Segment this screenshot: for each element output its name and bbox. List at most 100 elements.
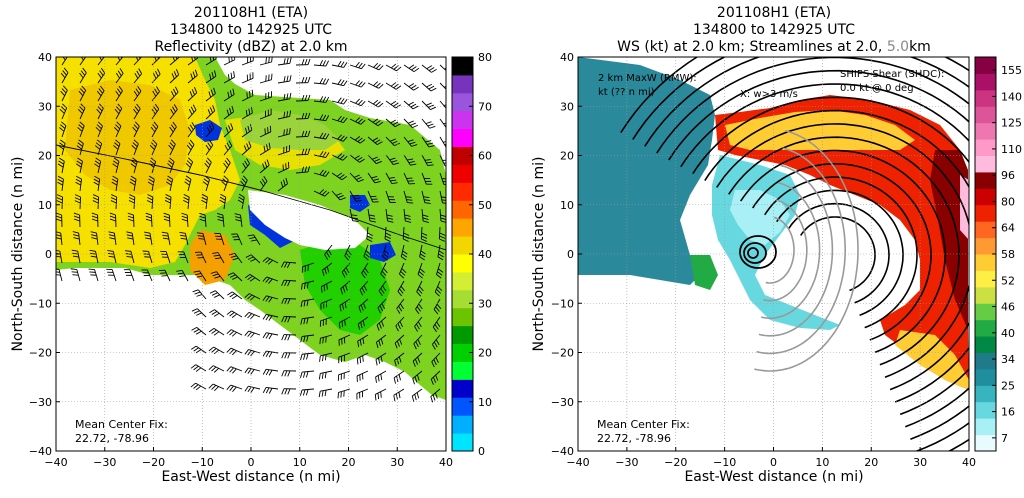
streamline-upper: [761, 182, 821, 319]
left-colorbar-segment: [452, 415, 473, 434]
wind-barb: [385, 172, 398, 184]
wind-barb: [247, 234, 261, 246]
wind-barb: [277, 145, 291, 156]
wind-barb: [133, 103, 141, 120]
wind-barb: [164, 194, 172, 210]
right-colorbar-tick-label: 16: [1001, 406, 1015, 419]
wind-barb: [385, 63, 402, 72]
streamline-upper: [763, 199, 808, 302]
wind-barb: [403, 118, 419, 129]
wind-barb: [439, 190, 446, 204]
wind-barb: [90, 231, 99, 246]
streamline: [728, 136, 960, 366]
right-maxw-label: 2 km MaxW (RMW):: [598, 73, 697, 84]
right-windspeed-field: [578, 57, 969, 451]
wind-barb: [324, 244, 333, 260]
right-colorbar-segment: [975, 352, 996, 370]
left-colorbar-segment: [452, 200, 473, 219]
wind-barb: [432, 316, 441, 333]
right-x-tick-label: 10: [815, 456, 829, 469]
wind-barb: [73, 212, 81, 228]
wind-barb: [190, 382, 207, 391]
wind-barb: [412, 352, 423, 367]
right-y-tick-label: 40: [560, 51, 574, 64]
left-title-line-1: 201108H1 (ETA): [194, 5, 308, 21]
wind-barb: [374, 388, 387, 401]
right-y-tick-label: 0: [567, 248, 574, 261]
wind-barb: [318, 370, 333, 380]
wind-barb: [313, 132, 330, 140]
wind-barb: [169, 69, 180, 84]
wind-barb: [398, 262, 407, 279]
wind-barb: [281, 261, 297, 269]
right-x-axis-label: East-West distance (n mi): [684, 469, 863, 485]
wind-barb: [313, 169, 330, 177]
wind-barb: [75, 157, 83, 174]
streamline: [680, 83, 969, 416]
left-title-line-2: 134800 to 142925 UTC: [170, 22, 332, 38]
right-y-tick-label: −20: [551, 347, 574, 360]
left-center-fix-value: 22.72, -78.96: [75, 432, 149, 445]
streamline: [740, 149, 946, 354]
wind-barb: [208, 328, 225, 336]
wind-barb: [367, 118, 384, 127]
wind-barb: [219, 193, 227, 210]
wind-barb: [281, 352, 297, 359]
right-colorbar-segment: [975, 106, 996, 124]
wind-barb: [375, 334, 387, 349]
left-colorbar-segment: [452, 146, 473, 165]
wind-barb: [367, 190, 379, 203]
wind-barb: [295, 130, 311, 138]
right-vortex: [739, 235, 777, 269]
right-colorbar-tick-label: 40: [1001, 327, 1015, 340]
right-y-axis-label: North-South distance (n mi): [531, 157, 547, 352]
wind-barb: [129, 175, 137, 192]
wind-barb: [281, 370, 297, 377]
wind-barb: [331, 153, 348, 161]
left-x-tick-label: 30: [390, 456, 404, 469]
wind-barb: [169, 57, 180, 66]
right-x-tick-label: 0: [770, 456, 777, 469]
right-plot: −40 −30 −20 −10 0 10 20 30 40 −40 −30 −20 −10 0 10 20 30…: [531, 51, 976, 485]
left-colorbar-segment: [452, 110, 473, 130]
wind-barb: [417, 262, 425, 279]
streamline: [668, 69, 969, 428]
wind-barb: [382, 244, 390, 261]
wind-barb: [205, 122, 215, 138]
streamline-upper: [758, 164, 834, 337]
wind-barb: [358, 298, 369, 313]
wind-barb: [281, 334, 297, 341]
right-colorbar-segment: [975, 286, 996, 304]
wind-barb: [403, 208, 412, 223]
wind-barb: [313, 78, 330, 85]
wind-barb: [59, 121, 67, 138]
streamline: [764, 176, 918, 329]
wind-barb: [169, 86, 179, 102]
wind-barb: [338, 316, 351, 329]
wind-barb: [190, 345, 207, 354]
wind-barb: [205, 87, 216, 102]
right-title-line-2: 134800 to 142925 UTC: [693, 22, 855, 38]
wind-barb: [123, 269, 135, 282]
right-colorbar-segment: [975, 73, 996, 91]
wind-barb: [60, 85, 68, 102]
wind-barb: [231, 233, 243, 246]
right-colorbar-tick-label: 34: [1001, 353, 1015, 366]
wind-barb: [244, 385, 261, 393]
wind-barb: [223, 157, 231, 174]
wind-barb: [187, 87, 198, 102]
wind-barb: [366, 226, 373, 243]
left-x-tick-label: −10: [191, 456, 214, 469]
left-y-tick-label: 30: [38, 100, 52, 113]
wind-barb: [421, 190, 431, 204]
wind-barb: [384, 226, 392, 242]
wind-barb: [313, 189, 330, 197]
wind-barb: [57, 175, 64, 192]
left-colorbar: 0 10 20 30 40 50 60 70 80: [451, 51, 492, 458]
wind-barb: [393, 388, 405, 402]
wind-barb: [385, 208, 394, 223]
left-title: 201108H1 (ETA) 134800 to 142925 UTC Refl…: [154, 5, 347, 55]
wind-barb: [56, 212, 63, 228]
wind-barb: [378, 280, 387, 297]
wind-barb: [226, 310, 243, 318]
